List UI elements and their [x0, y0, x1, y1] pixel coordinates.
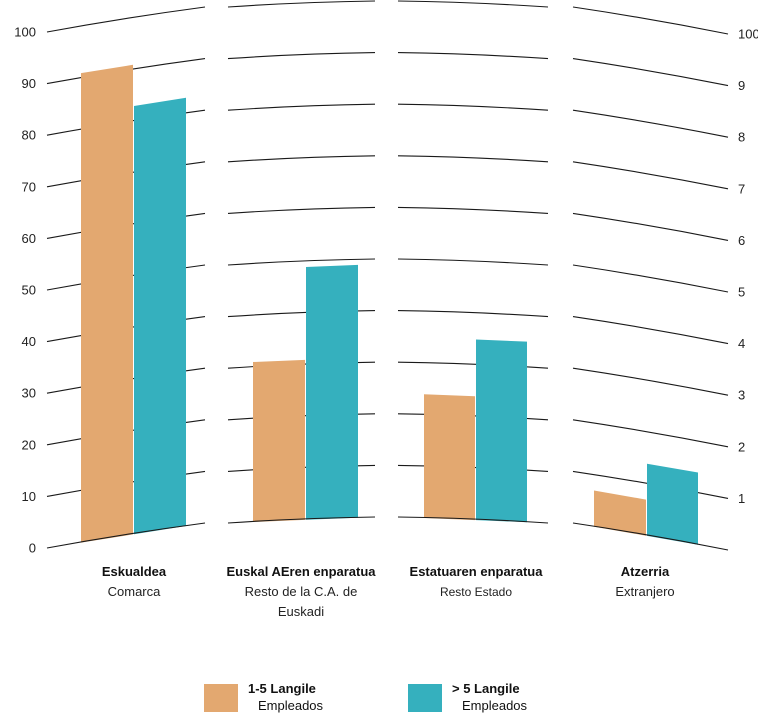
gridline-panel-2-100: [227, 0, 376, 8]
gridline-panel-2-80: [227, 103, 376, 111]
gridline-panel-3-40: [397, 310, 549, 318]
gridline-panel-2-90: [227, 52, 376, 60]
y-tick-label: 70: [22, 179, 36, 194]
y-tick-label-right: 100: [738, 27, 758, 42]
gridline-panel-4-30: [572, 367, 729, 396]
bar-series-1-4: [594, 490, 646, 536]
category-label-1: Eskualdea: [102, 564, 167, 579]
category-labels: Eskualdea Comarca Euskal AEren enparatua Re…: [102, 564, 675, 619]
category-label-4: Atzerria: [621, 564, 670, 579]
gridline-panel-3-100: [397, 0, 549, 8]
gridline-panel-3-80: [397, 103, 549, 111]
gridline-panel-2-60: [227, 206, 376, 214]
y-tick-label-right: 8: [738, 130, 745, 145]
category-label-3: Estatuaren enparatua: [410, 564, 544, 579]
y-axis-right: 1 2 3 4 5 6 7 8 9 100: [738, 27, 758, 506]
baseline-panel-3: [397, 516, 549, 524]
baseline-panel-4: [572, 522, 729, 551]
category-sublabel-2: Resto de la C.A. de Euskadi: [245, 584, 358, 619]
legend-sublabel-series-2: Empleados: [462, 698, 528, 713]
gridline-panel-1-100: [46, 6, 206, 33]
bar-series-2-2: [306, 264, 358, 520]
baselines: [46, 516, 729, 551]
gridline-panel-4-70: [572, 161, 729, 190]
legend-swatch-series-1: [204, 684, 238, 712]
gridline-panel-2-50: [227, 258, 376, 266]
bar-series-1-1: [81, 64, 133, 543]
y-tick-label: 0: [29, 541, 36, 556]
gridline-panel-4-60: [572, 212, 729, 241]
category-sublabel-1: Comarca: [108, 584, 162, 599]
y-tick-label: 80: [22, 128, 36, 143]
y-tick-label: 40: [22, 334, 36, 349]
gridline-panel-3-70: [397, 155, 549, 163]
y-tick-label: 10: [22, 489, 36, 504]
gridline-panel-4-50: [572, 264, 729, 293]
y-tick-label-right: 4: [738, 336, 745, 351]
bar-series-2-1: [134, 97, 186, 535]
bar-series-2-4: [647, 463, 698, 545]
y-axis-left: 0 10 20 30 40 50 60 70 80 90 100: [14, 25, 36, 556]
legend-label-series-2: > 5 Langile: [452, 681, 520, 696]
category-label-2: Euskal AEren enparatua: [226, 564, 376, 579]
y-tick-label-right: 5: [738, 285, 745, 300]
y-tick-label-right: 3: [738, 388, 745, 403]
category-sublabel-3: Resto Estado: [440, 585, 512, 599]
y-tick-label: 50: [22, 283, 36, 298]
y-tick-label-right: 1: [738, 491, 745, 506]
gridline-panel-2-70: [227, 155, 376, 163]
y-tick-label-right: 9: [738, 78, 745, 93]
y-tick-label: 20: [22, 437, 36, 452]
gridline-panel-3-50: [397, 258, 549, 266]
y-tick-label: 60: [22, 231, 36, 246]
category-sublabel-4: Extranjero: [615, 584, 674, 599]
legend-label-series-1: 1-5 Langile: [248, 681, 316, 696]
gridline-panel-3-60: [397, 206, 549, 214]
y-tick-label: 30: [22, 386, 36, 401]
legend-sublabel-series-1: Empleados: [258, 698, 324, 713]
gridline-panel-4-80: [572, 109, 729, 138]
gridline-panel-4-40: [572, 316, 729, 345]
bar-series-1-2: [253, 359, 305, 522]
gridline-panel-3-90: [397, 52, 549, 60]
bar-series-2-3: [476, 339, 527, 523]
legend-item-series-1: 1-5 Langile Empleados: [204, 681, 324, 714]
baseline-panel-2: [227, 516, 376, 524]
legend-swatch-series-2: [408, 684, 442, 712]
gridline-panel-3-30: [397, 361, 549, 369]
bars: [81, 64, 698, 545]
y-tick-label-right: 2: [738, 439, 745, 454]
baseline-panel-1: [46, 522, 206, 549]
bar-series-1-3: [424, 394, 475, 521]
y-tick-label: 100: [14, 25, 36, 40]
gridline-panel-2-40: [227, 310, 376, 318]
legend-item-series-2: > 5 Langile Empleados: [408, 681, 528, 714]
gridline-panel-4-20: [572, 419, 729, 448]
gridline-panel-4-90: [572, 58, 729, 87]
gridline-panel-4-100: [572, 6, 729, 35]
y-tick-label-right: 7: [738, 181, 745, 196]
y-tick-label: 90: [22, 76, 36, 91]
y-tick-label-right: 6: [738, 233, 745, 248]
